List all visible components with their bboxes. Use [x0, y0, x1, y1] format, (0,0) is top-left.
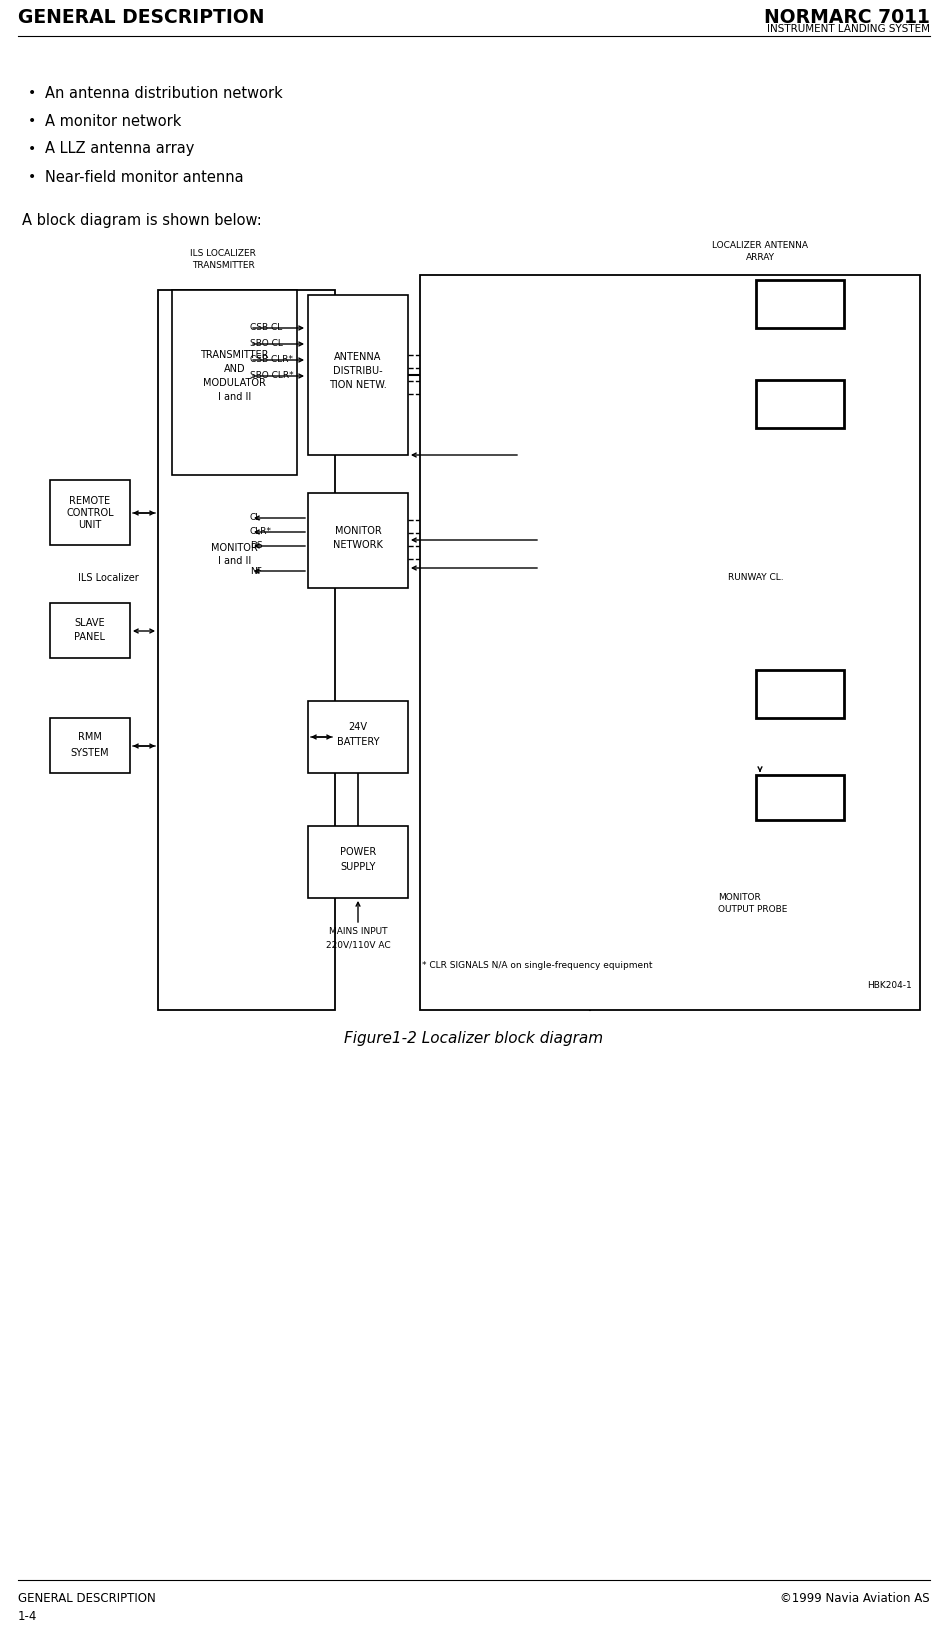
- Bar: [756, 280, 844, 327]
- Bar: [756, 379, 844, 428]
- Text: SYSTEM: SYSTEM: [71, 747, 109, 757]
- Bar: [158, 290, 335, 1009]
- Text: GENERAL DESCRIPTION: GENERAL DESCRIPTION: [18, 1592, 155, 1605]
- Text: HBK204-1: HBK204-1: [867, 980, 912, 990]
- Text: TION NETW.: TION NETW.: [329, 379, 387, 391]
- Text: •: •: [27, 142, 36, 156]
- Text: ILS LOCALIZER: ILS LOCALIZER: [190, 249, 256, 259]
- Text: ©1999 Navia Aviation AS: ©1999 Navia Aviation AS: [780, 1592, 930, 1605]
- Text: RUNWAY CL.: RUNWAY CL.: [728, 573, 784, 583]
- Text: NETWORK: NETWORK: [333, 540, 383, 550]
- Text: CL: CL: [250, 513, 262, 523]
- Text: 220V/110V AC: 220V/110V AC: [326, 941, 391, 949]
- Bar: [308, 825, 408, 899]
- Text: SBO CLR*: SBO CLR*: [250, 371, 294, 381]
- Text: MODULATOR: MODULATOR: [203, 378, 266, 387]
- Text: LOCALIZER ANTENNA: LOCALIZER ANTENNA: [712, 241, 808, 251]
- Bar: [50, 718, 130, 773]
- Text: SLAVE: SLAVE: [75, 617, 105, 627]
- Text: MONITOR: MONITOR: [335, 526, 381, 536]
- Text: RMM: RMM: [78, 733, 102, 742]
- Text: DISTRIBU-: DISTRIBU-: [333, 366, 383, 376]
- Text: •: •: [27, 86, 36, 99]
- Bar: [50, 602, 130, 658]
- Text: MONITOR: MONITOR: [718, 894, 760, 902]
- Bar: [50, 480, 130, 545]
- Text: A LLZ antenna array: A LLZ antenna array: [45, 142, 194, 156]
- Text: MONITOR: MONITOR: [211, 544, 258, 554]
- Text: ANTENNA: ANTENNA: [335, 352, 382, 361]
- Text: NF: NF: [250, 567, 262, 576]
- Text: TRANSMITTER: TRANSMITTER: [200, 350, 268, 360]
- Bar: [756, 775, 844, 821]
- Text: UNIT: UNIT: [79, 519, 101, 529]
- Text: CLR*: CLR*: [250, 527, 272, 537]
- Text: SUPPLY: SUPPLY: [340, 861, 375, 873]
- Bar: [308, 295, 408, 454]
- Text: An antenna distribution network: An antenna distribution network: [45, 86, 283, 101]
- Text: SBO CL: SBO CL: [250, 340, 283, 348]
- Text: I and II: I and II: [218, 557, 251, 567]
- Text: * CLR SIGNALS N/A on single-frequency equipment: * CLR SIGNALS N/A on single-frequency eq…: [422, 961, 652, 970]
- Text: Near-field monitor antenna: Near-field monitor antenna: [45, 169, 244, 184]
- Text: CSB CLR*: CSB CLR*: [250, 355, 293, 365]
- Text: •: •: [27, 114, 36, 129]
- Text: OUTPUT PROBE: OUTPUT PROBE: [718, 905, 788, 915]
- Text: AND: AND: [224, 363, 246, 373]
- Text: GENERAL DESCRIPTION: GENERAL DESCRIPTION: [18, 8, 264, 28]
- Text: •: •: [27, 169, 36, 184]
- Bar: [172, 290, 297, 475]
- Text: DS: DS: [250, 542, 263, 550]
- Text: MAINS INPUT: MAINS INPUT: [329, 928, 387, 936]
- Text: ILS Localizer: ILS Localizer: [78, 573, 138, 583]
- Bar: [420, 275, 920, 1009]
- Text: REMOTE: REMOTE: [69, 495, 111, 506]
- Bar: [308, 493, 408, 588]
- Text: BATTERY: BATTERY: [337, 737, 379, 747]
- Text: Figure1-2 Localizer block diagram: Figure1-2 Localizer block diagram: [344, 1031, 604, 1045]
- Bar: [308, 702, 408, 773]
- Text: A block diagram is shown below:: A block diagram is shown below:: [22, 213, 262, 228]
- Text: 1-4: 1-4: [18, 1610, 37, 1623]
- Text: TRANSMITTER: TRANSMITTER: [191, 262, 254, 270]
- Text: ARRAY: ARRAY: [745, 254, 775, 262]
- Text: POWER: POWER: [340, 847, 376, 856]
- Text: INSTRUMENT LANDING SYSTEM: INSTRUMENT LANDING SYSTEM: [767, 24, 930, 34]
- Text: A monitor network: A monitor network: [45, 114, 181, 129]
- Text: CONTROL: CONTROL: [66, 508, 114, 518]
- Bar: [756, 671, 844, 718]
- Text: NORMARC 7011: NORMARC 7011: [764, 8, 930, 28]
- Text: CSB CL: CSB CL: [250, 324, 283, 332]
- Text: PANEL: PANEL: [75, 633, 105, 643]
- Text: I and II: I and II: [218, 392, 251, 402]
- Text: 24V: 24V: [349, 721, 368, 733]
